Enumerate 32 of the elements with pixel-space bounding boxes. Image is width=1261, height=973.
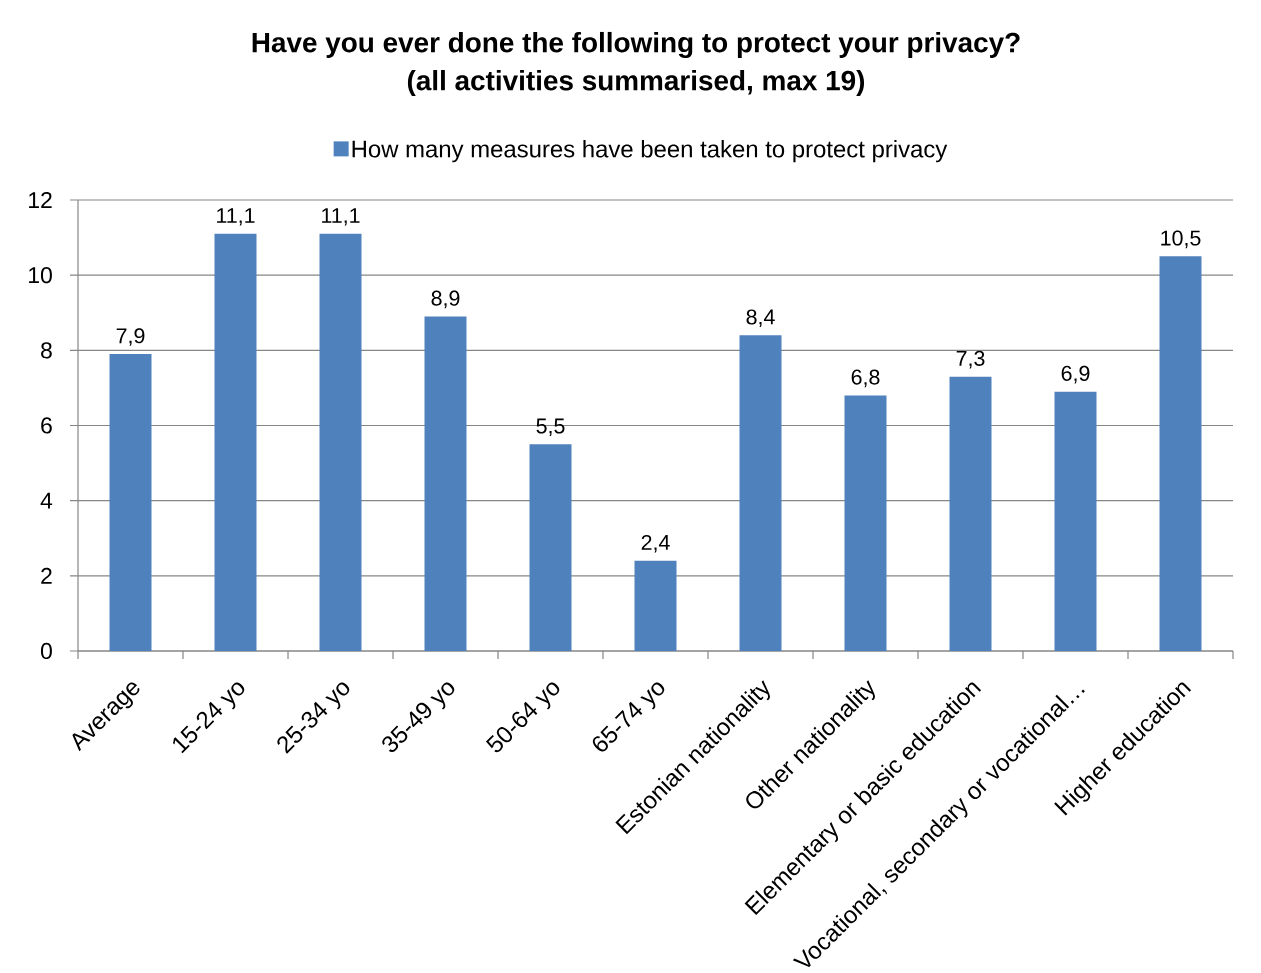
bar bbox=[214, 233, 257, 651]
bar bbox=[319, 233, 362, 651]
data-label: 7,3 bbox=[956, 350, 985, 369]
data-label: 6,9 bbox=[1061, 365, 1090, 384]
bar bbox=[739, 335, 782, 651]
bar bbox=[1054, 391, 1097, 651]
data-label: 11,1 bbox=[322, 208, 360, 226]
data-label: 10,5 bbox=[1161, 230, 1201, 249]
bar bbox=[634, 560, 677, 651]
bar bbox=[949, 376, 992, 651]
data-label: 5,5 bbox=[536, 418, 565, 437]
bar bbox=[529, 444, 572, 651]
data-label: 11,1 bbox=[217, 208, 255, 226]
y-tick-label: 4 bbox=[40, 492, 53, 509]
data-label: 8,9 bbox=[431, 290, 460, 309]
y-tick-label: 8 bbox=[41, 342, 52, 359]
y-tick-label: 10 bbox=[29, 267, 52, 284]
chart-subtitle: (all activities summarised, max 19) bbox=[407, 70, 865, 96]
bar bbox=[1159, 256, 1202, 651]
bar bbox=[844, 395, 887, 651]
legend-label: How many measures have been taken to protect privacy bbox=[352, 139, 948, 163]
bar bbox=[109, 354, 152, 651]
chart-title: Have you ever done the following to protect your privacy? bbox=[252, 31, 1020, 59]
y-tick-label: 12 bbox=[29, 191, 52, 208]
data-label: 2,4 bbox=[641, 534, 670, 553]
y-tick-label: 0 bbox=[40, 642, 52, 660]
data-label: 7,9 bbox=[116, 328, 145, 346]
y-tick-label: 2 bbox=[41, 567, 52, 584]
bar bbox=[424, 316, 467, 651]
data-label: 6,8 bbox=[851, 369, 880, 388]
y-tick-label: 6 bbox=[41, 417, 52, 434]
data-label: 8,4 bbox=[746, 309, 775, 328]
